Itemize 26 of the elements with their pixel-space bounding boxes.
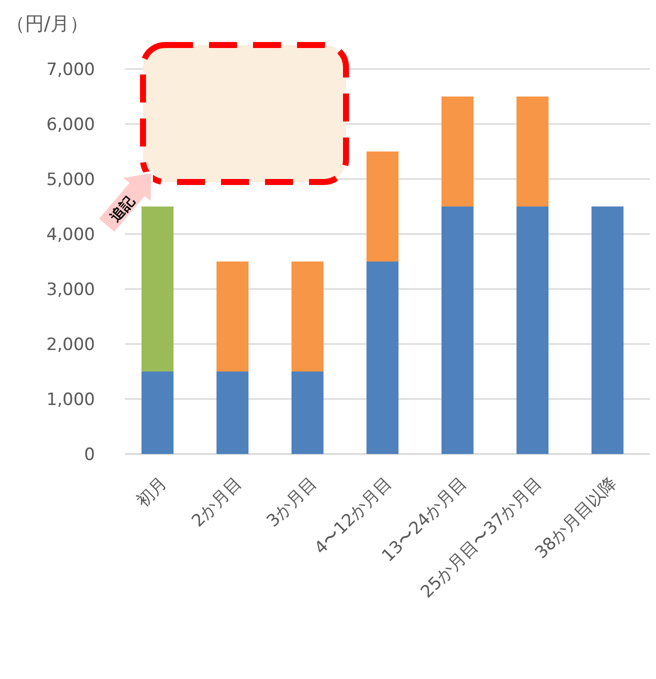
bar bbox=[216, 262, 248, 372]
y-tick-label: 4,000 bbox=[46, 225, 95, 245]
bar bbox=[292, 372, 324, 454]
bar bbox=[366, 262, 398, 454]
bar bbox=[442, 206, 474, 454]
y-tick-label: 2,000 bbox=[46, 335, 95, 355]
annotation: 追記 bbox=[106, 192, 139, 226]
y-tick-label: 6,000 bbox=[46, 115, 95, 135]
bar bbox=[142, 372, 174, 454]
bar bbox=[142, 206, 174, 372]
y-tick-label: 3,000 bbox=[46, 280, 95, 300]
bar bbox=[442, 96, 474, 206]
bar bbox=[592, 206, 624, 454]
x-tick-label: 2か月目 bbox=[188, 473, 246, 532]
bar bbox=[516, 206, 548, 454]
bar bbox=[292, 262, 324, 372]
x-tick-label: 3か月目 bbox=[263, 473, 322, 532]
y-axis-title: （円/月） bbox=[6, 13, 88, 35]
y-tick-label: 0 bbox=[84, 445, 95, 465]
bar bbox=[366, 152, 398, 262]
y-tick-label: 5,000 bbox=[46, 170, 95, 190]
bar bbox=[516, 96, 548, 206]
bar bbox=[216, 372, 248, 454]
x-tick-label: 初月 bbox=[132, 473, 172, 512]
y-tick-label: 7,000 bbox=[46, 60, 95, 80]
y-tick-label: 1,000 bbox=[46, 390, 95, 410]
